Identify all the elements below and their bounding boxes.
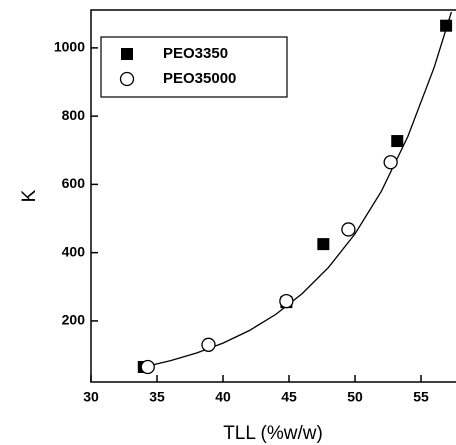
point xyxy=(440,19,453,32)
legend-marker xyxy=(121,48,133,60)
point xyxy=(391,135,404,148)
legend-label: PEO3350 xyxy=(163,45,228,62)
y-tick-label: 600 xyxy=(62,175,86,191)
legend: PEO3350 PEO35000 xyxy=(100,36,288,98)
x-tick-label: 45 xyxy=(281,389,297,405)
y-tick-label: 1000 xyxy=(54,39,85,55)
fit-curve xyxy=(143,11,453,368)
x-tick-label: 40 xyxy=(215,389,231,405)
y-tick-label: 800 xyxy=(62,107,86,123)
point xyxy=(383,155,398,170)
point xyxy=(317,238,330,251)
point xyxy=(341,222,356,237)
legend-label: PEO35000 xyxy=(163,70,236,87)
x-tick-label: 55 xyxy=(413,389,429,405)
legend-box xyxy=(100,36,288,98)
y-tick-label: 400 xyxy=(62,243,86,259)
x-tick-label: 35 xyxy=(149,389,165,405)
plot-area xyxy=(137,11,453,375)
x-tick-label: 30 xyxy=(83,389,99,405)
point xyxy=(279,293,294,309)
x-axis-label: TLL (%w/w) xyxy=(223,423,323,444)
plot-frame xyxy=(90,9,456,383)
legend-marker xyxy=(119,71,135,87)
y-axis-label: K xyxy=(19,189,40,202)
point xyxy=(140,359,155,375)
point xyxy=(201,337,216,352)
y-tick-label: 200 xyxy=(62,312,86,328)
x-tick-label: 50 xyxy=(347,389,363,405)
